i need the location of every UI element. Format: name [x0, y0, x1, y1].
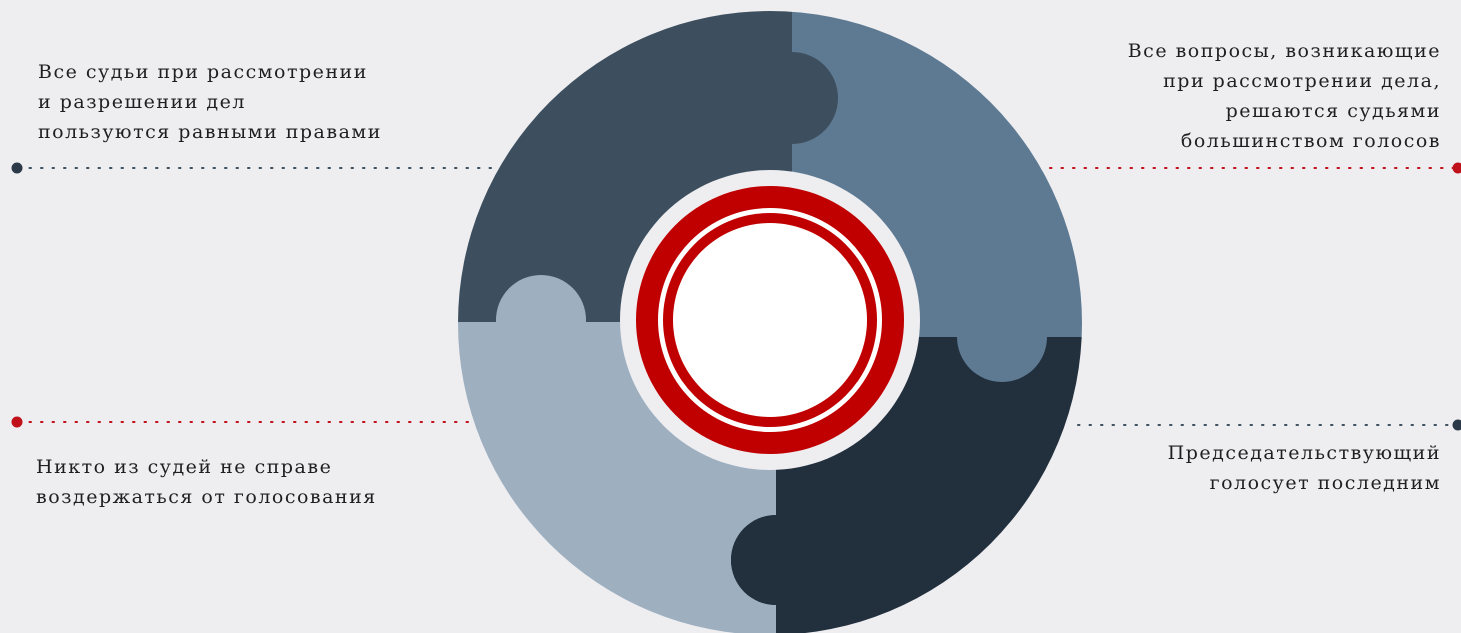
- dot-top-left: [11, 162, 23, 174]
- statement-bottom-left: Никто из судей не справе воздержаться от…: [36, 456, 377, 508]
- statement-top-left: Все судьи при рассмотрении и разрешении …: [38, 61, 382, 143]
- dot-bottom-right: [1452, 419, 1461, 431]
- dot-bottom-left: [11, 416, 23, 428]
- statement-top-right: Все вопросы, возникающие при рассмотрени…: [1127, 40, 1441, 152]
- dot-top-right: [1452, 162, 1461, 174]
- center-emblem: [620, 170, 920, 470]
- leader-lines: [11, 162, 1461, 431]
- center-white-disc: [673, 223, 867, 417]
- statement-bottom-right: Председательствующий голосует последним: [1167, 442, 1441, 494]
